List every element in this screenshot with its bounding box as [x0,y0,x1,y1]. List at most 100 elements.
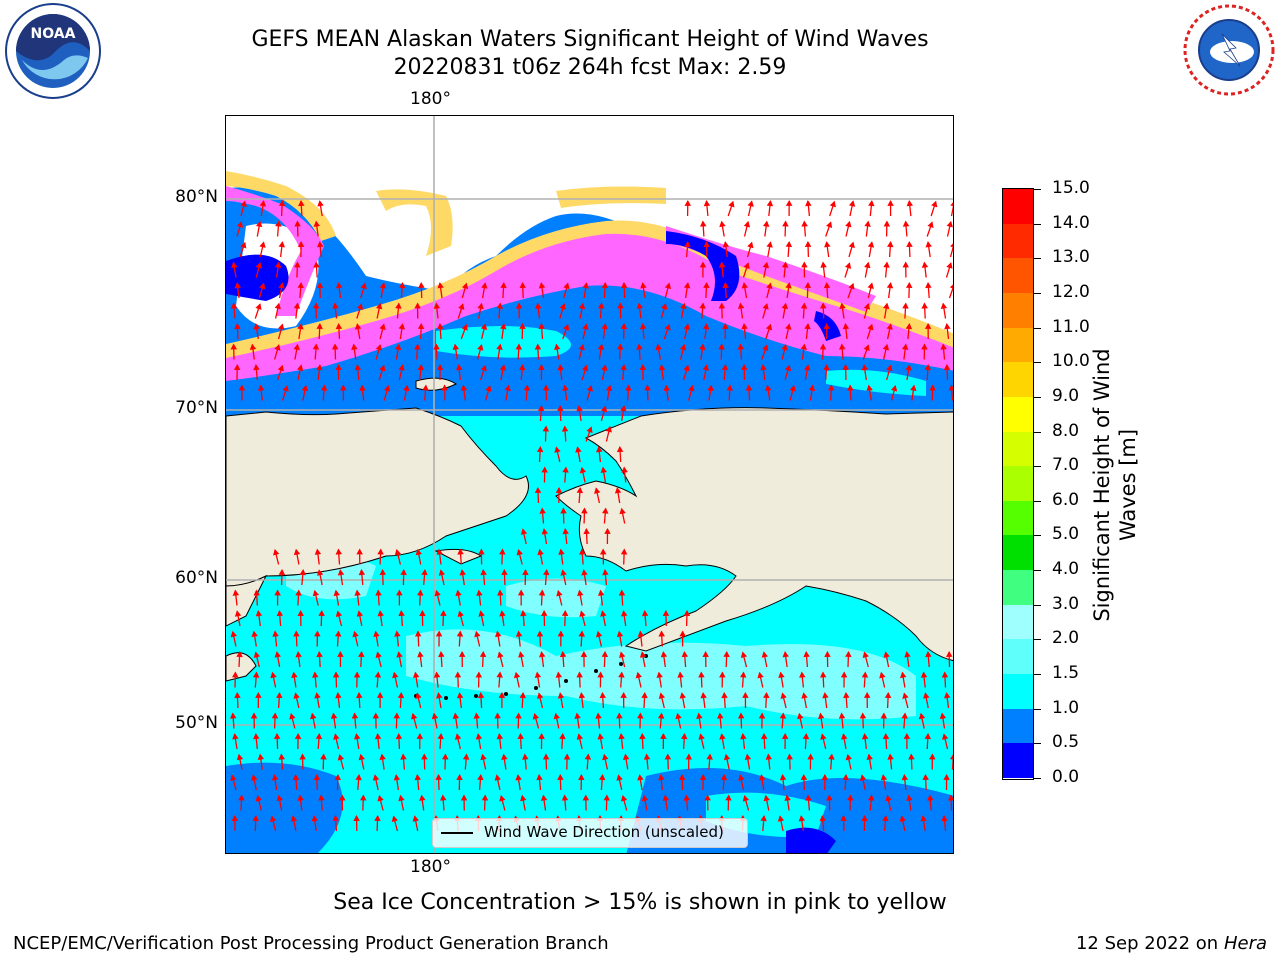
wave-arrow-head [255,220,263,228]
wave-arrow-head [454,733,462,740]
wave-arrow-head [313,261,320,268]
wave-arrow-head [376,691,384,698]
wave-arrow [951,754,953,770]
wave-arrow-head [436,692,443,699]
wave-arrow-head [398,364,405,371]
wave-arrow-head [717,712,724,719]
wave-arrow-head [823,322,830,329]
wave-arrow-head [657,712,665,719]
wave-arrow-head [721,364,729,371]
wave-arrow-head [452,712,460,719]
wave-arrow-head [604,527,611,534]
wave-arrow-head [373,630,380,638]
wave-arrow-head [762,261,770,269]
colorbar-tick-mark [1034,500,1041,502]
wave-arrow-head [906,240,913,248]
wave-arrow-head [416,732,424,739]
wave-arrow-head [804,281,812,289]
wave-arrow-head [557,404,564,412]
wave-arrow-head [766,241,773,248]
wave-arrow-head [765,323,773,331]
wave-arrow-head [867,282,874,289]
wave-arrow-head [902,261,909,268]
wave-arrow-head [863,691,871,698]
wave-arrow-head [700,692,707,699]
wave-arrow-head [559,303,566,310]
wave-arrow-head [290,815,298,822]
wave-arrow-head [887,240,894,248]
wave-arrow-head [374,671,382,678]
wave-arrow-head [740,363,748,370]
colorbar-tick-label: 11.0 [1052,316,1090,337]
wave-arrow-head [637,774,644,781]
wave-arrow-head [255,261,262,269]
wave-arrow-head [702,650,709,657]
wave-arrow-head [540,609,548,616]
wave-arrow-head [541,466,548,473]
wave-arrow-head [602,569,609,576]
wave-arrow-head [557,773,564,781]
wave-arrow-head [619,507,626,515]
colorbar-tick-label: 12.0 [1052,281,1090,302]
wave-arrow-head [597,671,604,678]
wave-arrow-head [799,671,806,678]
wave-arrow-head [924,322,932,329]
wave-arrow-head [374,814,381,822]
wave-arrow-head [940,343,947,350]
wave-arrow-head [758,774,766,781]
wave-arrow-head [557,692,565,699]
colorbar-segment [1003,223,1033,259]
wave-arrow-head [485,385,492,392]
wave-arrow-head [419,609,426,616]
wave-arrow-head [421,569,428,576]
wave-arrow-head [778,671,785,679]
wave-arrow-head [762,220,770,227]
wave-arrow-head [882,732,890,740]
lat-label-50n: 50°N [175,713,218,733]
wave-arrow-head [949,284,953,289]
wave-arrow-head [460,384,468,391]
land-kamchatka [226,652,257,682]
wave-arrow-head [249,343,257,350]
colorbar-tick-label: 1.5 [1052,663,1080,684]
wave-arrow-head [841,733,848,740]
wave-arrow-head [947,794,953,801]
wave-arrow-head [520,528,528,535]
wave-arrow-head [905,323,913,330]
wave-arrow-head [885,794,892,802]
wave-arrow-head [543,569,550,576]
wave-arrow-head [317,200,324,207]
wave-arrow-head [335,322,343,330]
wave-arrow-head [535,302,542,309]
wave-arrow-head [866,753,873,761]
colorbar-tick-mark [1034,396,1041,398]
wave-arrow-head [616,445,624,453]
wave-arrow-head [699,343,706,350]
wave-arrow-head [372,774,380,781]
wave-arrow-head [868,200,875,207]
wave-arrow-head [311,815,319,822]
wave-arrow-head [848,282,855,290]
wave-arrow-head [861,814,868,821]
wave-arrow-head [728,200,735,208]
wave-arrow-head [255,303,262,310]
wave-arrow-head [230,343,237,350]
wave-arrow-head [798,815,806,822]
colorbar-segment [1003,535,1033,571]
wave-arrow-head [718,261,726,268]
wave-arrow-head [780,692,787,699]
wave-arrow-head [297,323,304,330]
wave-arrow-head [696,712,703,719]
wave-arrow-head [563,753,571,760]
wave-arrow-head [785,199,793,206]
colorbar-tick-mark [1034,778,1041,779]
wave-arrow-head [828,753,835,760]
wave-arrow-head [616,630,624,638]
wave-arrow-head [927,794,934,801]
wave-arrow-head [941,671,949,678]
wave-arrow-head [722,322,729,329]
wave-arrow-head [758,712,766,719]
map-panel [225,115,954,854]
wave-arrow-head [375,344,382,351]
wave-arrow-head [576,671,583,678]
